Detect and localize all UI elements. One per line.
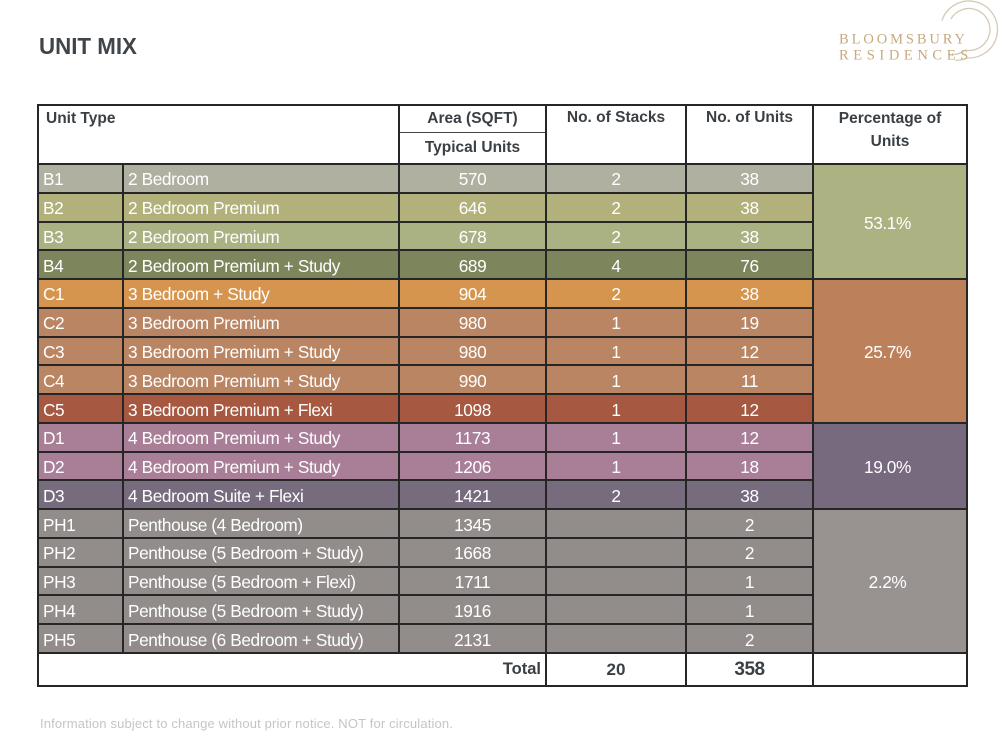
svg-text:RESIDENCES: RESIDENCES xyxy=(839,48,973,64)
svg-text:BLOOMSBURY: BLOOMSBURY xyxy=(839,32,968,48)
